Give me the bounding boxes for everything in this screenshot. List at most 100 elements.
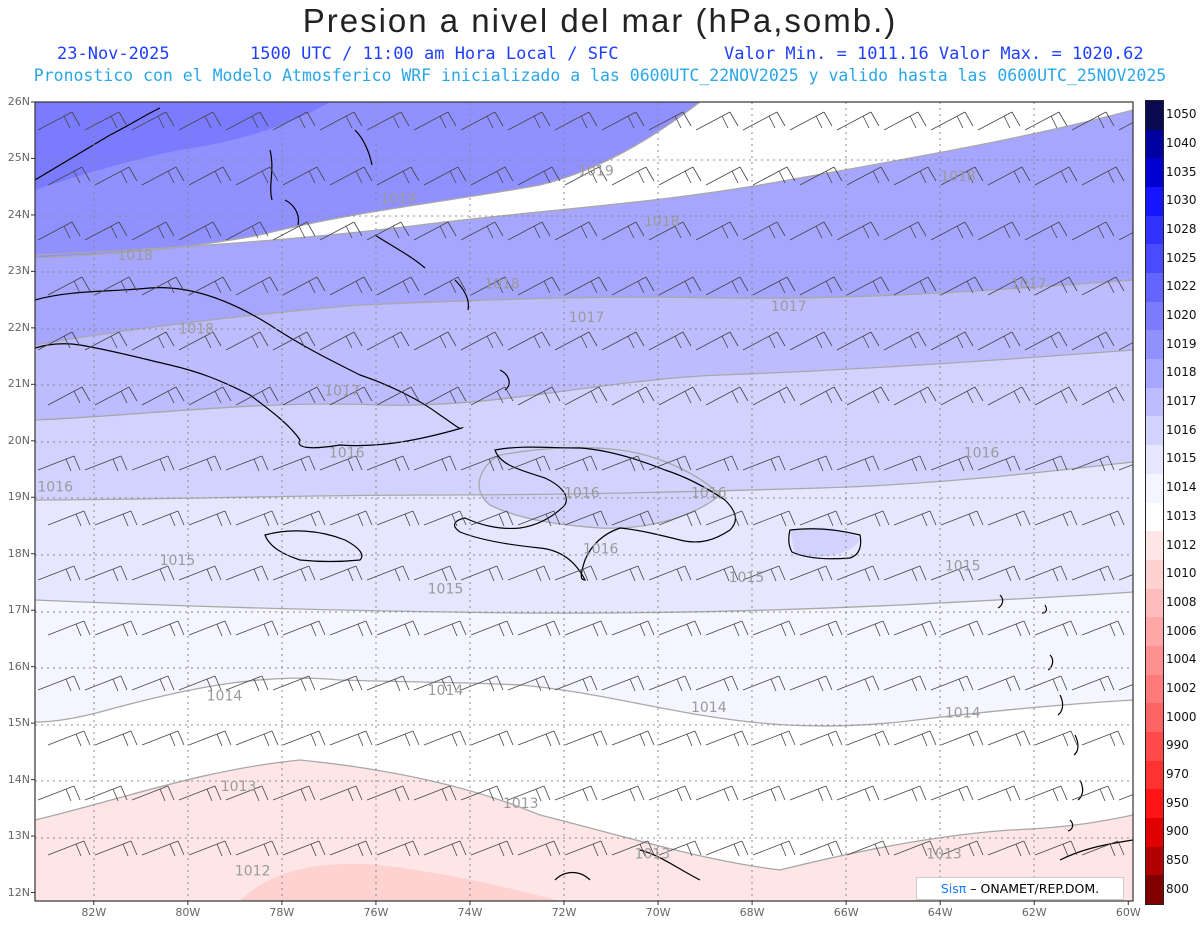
- wind-barb: [648, 331, 692, 351]
- wind-barb: [658, 166, 702, 186]
- wind-barb: [272, 565, 316, 582]
- wind-barb: [658, 730, 702, 747]
- wind-barb: [366, 565, 410, 582]
- legend-label: 1015: [1166, 451, 1197, 466]
- band-1012: [240, 863, 560, 901]
- wind-barb: [752, 730, 796, 747]
- wind-barb: [1081, 276, 1125, 296]
- wind-barb: [883, 331, 927, 351]
- lon-label: 62W: [1021, 906, 1047, 919]
- contour-label: 1013: [926, 847, 962, 863]
- wind-barb: [460, 455, 504, 472]
- legend-swatch: [1146, 244, 1163, 274]
- lon-label: 72W: [551, 906, 577, 919]
- wind-barb: [366, 675, 410, 692]
- wind-barb: [282, 840, 326, 857]
- wind-barb: [564, 510, 608, 527]
- wind-barb: [601, 785, 645, 802]
- legend-swatch: [1146, 330, 1163, 360]
- wind-barb: [1024, 111, 1068, 131]
- cuba-coast: [35, 287, 463, 449]
- legend-swatch: [1146, 129, 1163, 159]
- wind-barb: [225, 455, 269, 472]
- wind-barb: [235, 386, 279, 406]
- wind-barb: [225, 331, 269, 351]
- lat-label: 19N: [7, 490, 30, 504]
- wind-barb: [423, 620, 467, 637]
- wind-barb: [413, 331, 457, 351]
- wind-barb: [1071, 455, 1115, 472]
- wind-barb: [658, 276, 702, 296]
- wind-barb: [376, 620, 420, 637]
- lat-label: 25N: [7, 151, 30, 165]
- wind-barb: [705, 620, 749, 637]
- wind-barb: [977, 221, 1021, 241]
- wind-barb: [37, 221, 81, 241]
- wind-barb: [1081, 620, 1125, 637]
- wind-barb: [423, 276, 467, 296]
- wind-barb: [1071, 331, 1115, 351]
- wind-barb: [413, 221, 457, 241]
- wind-barb: [930, 785, 974, 802]
- wind-barb: [507, 565, 551, 582]
- legend-swatch: [1146, 817, 1163, 848]
- wind-barb: [84, 675, 128, 692]
- wind-barb: [987, 840, 1031, 857]
- lon-label: 76W: [363, 906, 389, 919]
- wind-barb: [695, 455, 739, 472]
- wind-barb: [789, 221, 833, 241]
- wind-barb: [188, 620, 232, 637]
- wind-barb: [789, 785, 833, 802]
- wind-barb: [554, 675, 598, 692]
- wind-barb: [282, 166, 326, 186]
- wind-barb: [705, 386, 749, 406]
- wind-barb: [272, 331, 316, 351]
- wind-barb: [460, 111, 504, 131]
- wind-barb: [235, 840, 279, 857]
- wind-barb: [1024, 221, 1068, 241]
- wind-barb: [178, 331, 222, 351]
- wind-barb: [836, 785, 880, 802]
- wind-barb: [460, 675, 504, 692]
- wind-barb: [84, 455, 128, 472]
- wind-barb: [799, 620, 843, 637]
- lat-label: 15N: [7, 716, 30, 730]
- wind-barb: [1081, 840, 1125, 857]
- legend-label: 1006: [1166, 623, 1197, 638]
- wind-barb: [648, 455, 692, 472]
- wind-barb: [366, 785, 410, 802]
- wind-barb: [376, 386, 420, 406]
- wind-barb: [705, 166, 749, 186]
- wind-barb: [1118, 122, 1133, 131]
- wind-barb: [789, 455, 833, 472]
- wind-barb: [836, 221, 880, 241]
- wind-barb: [272, 455, 316, 472]
- wind-barb: [695, 565, 739, 582]
- contour-label: 1016: [564, 485, 600, 501]
- wind-barb: [836, 565, 880, 582]
- wind-barb: [507, 111, 551, 131]
- wind-barb: [188, 510, 232, 527]
- wind-barb: [940, 730, 984, 747]
- wind-barb: [658, 620, 702, 637]
- wind-barb: [1118, 464, 1133, 471]
- wind-barb: [705, 276, 749, 296]
- wind-barb: [37, 565, 81, 582]
- lat-label: 13N: [7, 829, 30, 843]
- wind-barb: [930, 675, 974, 692]
- wind-barb: [94, 730, 138, 747]
- lesser-antilles: [997, 594, 1084, 832]
- wind-barb: [987, 510, 1031, 527]
- wind-barb: [1071, 221, 1115, 241]
- band-1014: [35, 592, 1133, 726]
- legend-swatch: [1146, 846, 1163, 876]
- wind-barb: [329, 840, 373, 857]
- wind-barb: [470, 620, 514, 637]
- wind-barb: [1081, 510, 1125, 527]
- wind-barb: [188, 730, 232, 747]
- wind-barb: [47, 276, 91, 296]
- credit-brand: Sisπ: [940, 881, 967, 896]
- wind-barb: [141, 730, 185, 747]
- contour-label: 1019: [381, 192, 417, 208]
- lat-label: 24N: [7, 207, 30, 221]
